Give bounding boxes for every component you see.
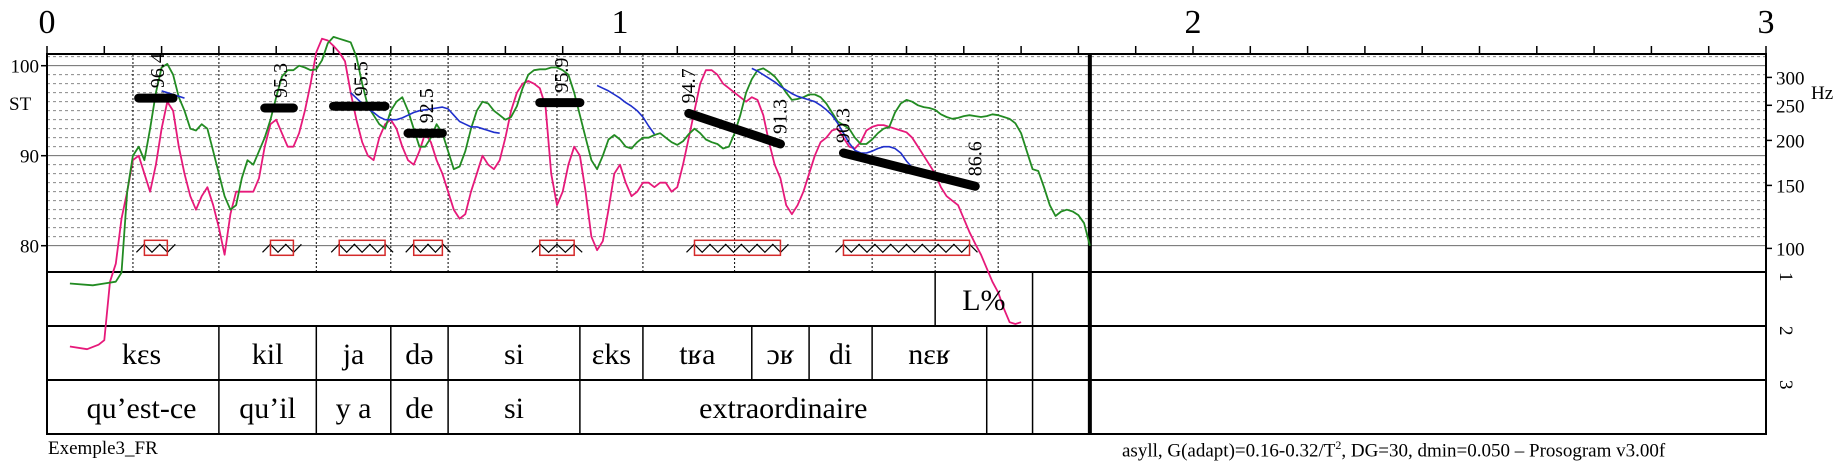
- stylization-value-label: 95.3: [270, 63, 292, 98]
- stylized-segment: [838, 148, 980, 191]
- st-tick-90: 90: [20, 147, 39, 168]
- tier3-interval-label: qu’est-ce: [87, 392, 197, 425]
- stylization-value-label: 94.7: [678, 68, 700, 103]
- tier2-interval-label: kil: [252, 338, 284, 371]
- time-tick-0: 0: [39, 4, 56, 41]
- tier2-interval-label: də: [405, 338, 433, 371]
- nucleus-box: [693, 239, 782, 257]
- nucleus-box: [412, 239, 444, 257]
- nucleus-zigzag: [835, 243, 978, 254]
- nucleus-zigzag: [330, 243, 394, 254]
- stylization-value-label: 91.3: [769, 99, 791, 134]
- tier2-interval-label: ɛks: [592, 338, 631, 371]
- tier3-interval-label: y a: [336, 392, 372, 425]
- tier2-interval-label: ɔʁ: [766, 338, 794, 371]
- stylization-value-label: 95.5: [350, 61, 372, 96]
- nucleus-zigzag: [135, 243, 176, 254]
- stylization-value-label: 95.9: [551, 58, 573, 93]
- tier2-interval-label: di: [829, 338, 852, 371]
- hz-unit-label: Hz: [1811, 83, 1833, 104]
- time-tick-2: 2: [1185, 4, 1202, 41]
- parameters-suffix: , DG=30, dmin=0.050 – Prosogram v3.00f: [1341, 440, 1666, 462]
- st-tick-100: 100: [11, 57, 40, 78]
- tier2-interval-label: ja: [342, 338, 365, 371]
- tier3-interval-label: de: [405, 392, 433, 425]
- nucleus-box: [269, 239, 295, 257]
- nucleus-box: [842, 239, 971, 257]
- parameters-prefix: asyll, G(adapt)=0.16-0.32/T: [1122, 440, 1336, 462]
- tier3-interval-label: extraordinaire: [699, 392, 867, 425]
- parameters-label: asyll, G(adapt)=0.16-0.32/T2, DG=30, dmi…: [1122, 438, 1665, 462]
- st-tick-80: 80: [20, 237, 39, 258]
- hz-tick-300: 300: [1776, 68, 1805, 89]
- parameters-superscript: 2: [1335, 438, 1342, 452]
- nucleus-zigzag: [262, 243, 302, 254]
- time-tick-3: 3: [1758, 4, 1775, 41]
- st-axis-label: ST: [9, 94, 32, 115]
- tier2-interval-label: nɛʁ: [908, 338, 951, 371]
- hz-tick-100: 100: [1776, 239, 1805, 260]
- tier1-interval-label: L%: [962, 284, 1005, 317]
- hz-tick-200: 200: [1776, 131, 1805, 152]
- stylization-value-label: 96.4: [147, 53, 169, 88]
- smoothed-f0-line: [69, 36, 1091, 287]
- tier3-interval-label: si: [504, 392, 524, 425]
- tier2-interval-label: si: [504, 338, 524, 371]
- nucleus-zigzag: [686, 243, 789, 254]
- stylization-value-label: 92.5: [416, 88, 438, 123]
- tier2-interval-label: tʁa: [679, 338, 715, 371]
- hz-tick-150: 150: [1776, 176, 1805, 197]
- nucleus-box: [143, 239, 169, 257]
- stylized-segment: [684, 108, 785, 149]
- nucleus-box: [539, 239, 575, 257]
- time-tick-1: 1: [612, 4, 629, 41]
- tier2-number: 2: [1775, 326, 1796, 336]
- tier3-number: 3: [1775, 380, 1796, 390]
- nucleus-box: [338, 239, 386, 257]
- tier2-interval-label: kɛs: [122, 338, 161, 371]
- intensity-line: [69, 37, 1022, 351]
- stylization-value-label: 90.3: [833, 108, 855, 143]
- hz-tick-250: 250: [1776, 96, 1805, 117]
- file-label: Exemple3_FR: [48, 438, 158, 459]
- stylization-value-label: 86.6: [964, 141, 986, 176]
- tier3-interval-label: qu’il: [239, 392, 296, 425]
- tier1-number: 1: [1775, 272, 1796, 282]
